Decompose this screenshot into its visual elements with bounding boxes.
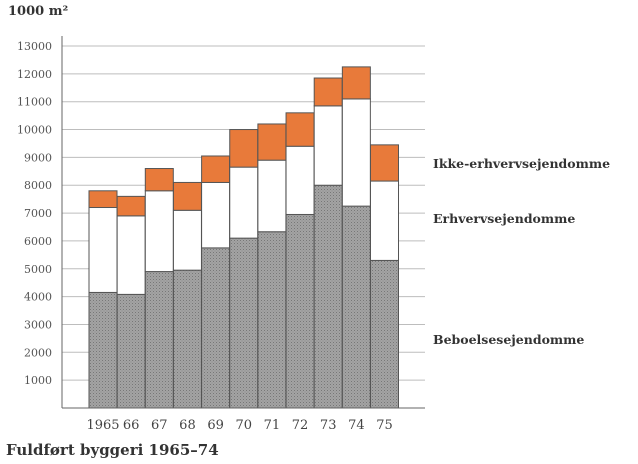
bar-segment-erhverv <box>285 145 315 215</box>
bar-segment-beboelse <box>257 231 287 409</box>
legend-label-ikke-erhverv: Ikke-erhvervsejendomme <box>433 156 611 171</box>
axes: 1000 2000 3000 4000 5000 6000 7000 8000 9000 1000… <box>17 36 425 433</box>
y-tick-label: 8000 <box>24 179 52 192</box>
bar-segment-beboelse <box>229 237 259 409</box>
x-tick-label: 75 <box>376 418 393 433</box>
bar-segment-beboelse <box>116 293 146 409</box>
bar-segment-erhverv <box>88 207 118 293</box>
bar-segment-erhverv <box>257 159 287 233</box>
bar-segment-ikke-erhverv <box>144 168 174 192</box>
y-tick-label: 3000 <box>24 318 52 331</box>
bar-segment-beboelse <box>341 205 371 409</box>
bar-segment-ikke-erhverv <box>341 66 371 100</box>
chart-caption: Fuldført byggeri 1965–74 <box>6 441 219 459</box>
bar-segment-erhverv <box>116 215 146 295</box>
y-tick-label: 6000 <box>24 235 52 248</box>
bar-segment-erhverv <box>201 181 231 249</box>
x-tick-label: 71 <box>264 418 281 433</box>
legend-label-beboelse: Beboelsesejendomme <box>433 332 585 347</box>
x-tick-label: 68 <box>179 418 196 433</box>
bar-segment-beboelse <box>144 271 174 409</box>
bar-segment-ikke-erhverv <box>201 155 231 183</box>
x-tick-label: 1965 <box>86 418 119 433</box>
x-tick-label: 73 <box>320 418 337 433</box>
y-tick-label: 10000 <box>17 124 52 137</box>
bar-segment-ikke-erhverv <box>370 144 399 182</box>
bar-segment-beboelse <box>201 247 231 409</box>
y-tick-label: 9000 <box>24 151 52 164</box>
y-tick-label: 2000 <box>24 346 52 359</box>
bar-segment-erhverv <box>341 98 371 207</box>
y-tick-label: 5000 <box>24 263 52 276</box>
legend-label-erhverv: Erhvervsejendomme <box>433 211 576 226</box>
bar-segment-ikke-erhverv <box>88 190 118 209</box>
x-tick-label: 70 <box>235 418 252 433</box>
x-tick-label: 74 <box>348 418 365 433</box>
bar-segment-erhverv <box>172 209 202 271</box>
bar-segment-erhverv <box>370 180 399 261</box>
x-tick-label: 69 <box>207 418 224 433</box>
x-tick-label: 67 <box>151 418 168 433</box>
bar-segment-erhverv <box>144 190 174 273</box>
bar-segment-beboelse <box>285 213 315 409</box>
bar-segment-ikke-erhverv <box>285 112 315 147</box>
y-tick-label: 11000 <box>17 96 52 109</box>
bar-segment-erhverv <box>313 105 343 186</box>
bars <box>88 66 399 409</box>
bar-segment-beboelse <box>88 291 118 409</box>
x-tick-label: 72 <box>292 418 309 433</box>
bar-segment-beboelse <box>313 184 343 409</box>
x-tick-label: 66 <box>123 418 140 433</box>
bar-segment-ikke-erhverv <box>257 123 287 161</box>
y-tick-label: 4000 <box>24 291 52 304</box>
y-tick-label: 13000 <box>17 40 52 53</box>
bar-segment-ikke-erhverv <box>313 77 343 107</box>
y-tick-label: 12000 <box>17 68 52 81</box>
y-tick-label: 1000 <box>24 374 52 387</box>
y-unit-label: 1000 m² <box>8 4 69 19</box>
bar-segment-ikke-erhverv <box>116 195 146 217</box>
bar-segment-ikke-erhverv <box>172 181 202 211</box>
bar-segment-beboelse <box>172 269 202 409</box>
bar-segment-ikke-erhverv <box>229 129 259 168</box>
bar-segment-erhverv <box>229 166 259 239</box>
bar-segment-beboelse <box>370 259 399 409</box>
y-tick-label: 7000 <box>24 207 52 220</box>
